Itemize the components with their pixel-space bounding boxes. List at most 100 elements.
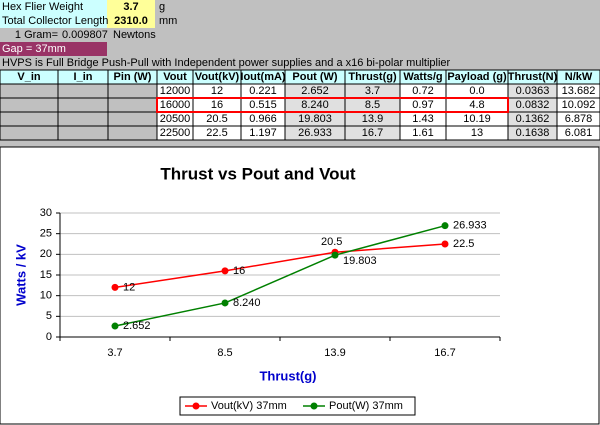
x-tick-label: 13.9 (324, 347, 345, 359)
cell-text: 6.081 (565, 127, 593, 139)
cell-text: 1.43 (412, 113, 433, 125)
point (221, 299, 229, 307)
y-axis-label: Watts / kV (13, 244, 28, 306)
cell-text: 13 (471, 127, 483, 139)
legend-marker (192, 402, 200, 410)
header-text: Watts/g (403, 71, 442, 83)
data-label: 19.803 (343, 255, 377, 267)
gap-label: Gap = 37mm (2, 43, 66, 55)
cell-text: 16.7 (362, 127, 383, 139)
header-text: Iout(mA) (240, 71, 286, 83)
cell-text: 2.652 (301, 85, 329, 97)
empty-cell (107, 83, 158, 99)
series-line (114, 224, 446, 327)
chart-frame (0, 146, 600, 425)
cell-text: 0.966 (249, 113, 277, 125)
y-tick-label: 10 (40, 290, 52, 302)
cell-text: 10.092 (562, 99, 596, 111)
y-tick-label: 20 (40, 248, 52, 260)
data-label: 2.652 (123, 320, 151, 332)
cell-text: 8.240 (301, 99, 329, 111)
point (441, 240, 449, 248)
input-label: Hex Flier Weight (2, 1, 83, 13)
point (111, 322, 119, 330)
header-text: Thrust(g) (348, 71, 397, 83)
cell-text: 13.9 (362, 113, 383, 125)
header-text: Vout (163, 71, 187, 83)
cell-text: 0.0832 (516, 99, 550, 111)
value-cell (107, 14, 155, 28)
data-label: 20.5 (321, 236, 342, 248)
x-tick-label: 3.7 (107, 347, 122, 359)
data-label: 16 (233, 265, 245, 277)
empty-cell (57, 83, 109, 99)
empty-cell (57, 97, 109, 113)
cell-text: 20500 (160, 113, 191, 125)
cell-text: 1.61 (412, 127, 433, 139)
cell-text: 0.0363 (516, 85, 550, 97)
empty-cell (107, 125, 158, 141)
point (331, 251, 339, 259)
cell-text: 6.878 (565, 113, 593, 125)
x-axis-label: Thrust(g) (259, 368, 316, 383)
cell-text: 22500 (160, 127, 191, 139)
cell-text: 13.682 (562, 85, 596, 97)
input-label: 1 Gram= (15, 29, 58, 41)
header-text: Thrust(N) (508, 71, 558, 83)
data-label: 12 (123, 281, 135, 293)
input-unit: g (159, 1, 165, 13)
header-text: Payload (g) (447, 71, 507, 83)
cell-text: 16 (211, 99, 223, 111)
legend-marker (310, 402, 318, 410)
empty-cell (0, 83, 59, 99)
cell-text: 4.8 (469, 99, 484, 111)
y-tick-label: 5 (46, 310, 52, 322)
value-cell (107, 0, 155, 14)
input-value: 0.009807 (62, 29, 108, 41)
cell-text: 26.933 (298, 127, 332, 139)
cell-text: 22.5 (206, 127, 227, 139)
data-label: 8.240 (233, 297, 261, 309)
y-tick-label: 30 (40, 207, 52, 219)
y-tick-label: 25 (40, 228, 52, 240)
input-unit: Newtons (113, 29, 156, 41)
cell-text: 20.5 (206, 113, 227, 125)
header-text: Vout(kV) (195, 71, 240, 83)
cell-text: 0.515 (249, 99, 277, 111)
data-label: 22.5 (453, 238, 474, 250)
legend-text: Pout(W) 37mm (329, 400, 403, 412)
cell-text: 0.221 (249, 85, 277, 97)
point (221, 267, 229, 275)
y-tick-label: 15 (40, 269, 52, 281)
x-tick-label: 16.7 (434, 347, 455, 359)
label-cell (0, 14, 107, 28)
cell-text: 12 (211, 85, 223, 97)
cell-text: 0.72 (412, 85, 433, 97)
cell-text: 3.7 (365, 85, 380, 97)
chart-title: Thrust vs Pout and Vout (160, 164, 356, 183)
gap-cell (0, 42, 107, 56)
legend-box (179, 396, 416, 416)
cell-text: 1.197 (249, 127, 277, 139)
input-value: 3.7 (123, 1, 138, 13)
y-tick-label: 0 (46, 331, 52, 343)
input-label: Total Collector Length (2, 15, 108, 27)
label-cell (0, 0, 107, 14)
empty-cell (0, 125, 59, 141)
empty-cell (0, 97, 59, 113)
row-highlight (156, 97, 509, 113)
empty-cell (0, 111, 59, 127)
cell-text: 0.97 (412, 99, 433, 111)
empty-cell (57, 111, 109, 127)
header-text: N/kW (565, 71, 593, 83)
legend-text: Vout(kV) 37mm (211, 400, 287, 412)
cell-text: 12000 (160, 85, 191, 97)
cell-text: 19.803 (298, 113, 332, 125)
point (441, 222, 449, 230)
cell-text: 8.5 (365, 99, 380, 111)
cell (556, 125, 600, 141)
x-tick-label: 8.5 (217, 347, 232, 359)
input-unit: mm (159, 15, 177, 27)
header-text: V_in (17, 71, 41, 83)
